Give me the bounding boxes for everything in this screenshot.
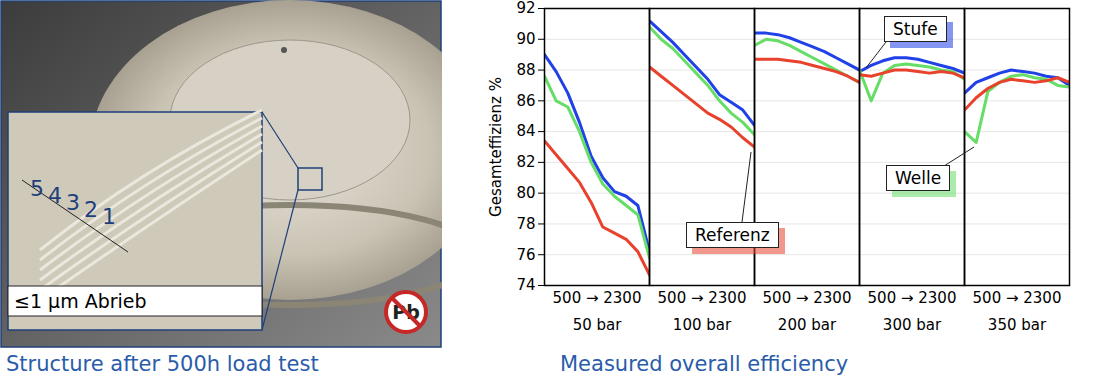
svg-text:78: 78: [516, 215, 535, 233]
svg-text:200 bar: 200 bar: [778, 316, 837, 334]
svg-text:84: 84: [516, 122, 535, 140]
svg-text:300 bar: 300 bar: [883, 316, 942, 334]
svg-text:92: 92: [516, 0, 535, 17]
svg-text:2: 2: [84, 197, 98, 222]
html-text:Structure after 500h load test: Structure after 500h load test: [6, 352, 319, 376]
svg-text:100 bar: 100 bar: [673, 316, 732, 334]
svg-text:350 bar: 350 bar: [988, 316, 1047, 334]
svg-text:Gesamteffizienz %: Gesamteffizienz %: [487, 77, 505, 217]
svg-text:1: 1: [102, 204, 116, 229]
svg-text:Pb: Pb: [392, 301, 420, 323]
svg-text:500 → 2300: 500 → 2300: [763, 289, 852, 307]
svg-text:86: 86: [516, 92, 535, 110]
svg-text:82: 82: [516, 153, 535, 171]
html-text:Welle: Welle: [895, 168, 942, 188]
html-text:Stufe: Stufe: [893, 19, 938, 39]
svg-text:500 → 2300: 500 → 2300: [973, 289, 1062, 307]
svg-text:5: 5: [30, 176, 44, 201]
svg-text:74: 74: [516, 276, 535, 294]
svg-text:500 → 2300: 500 → 2300: [553, 289, 642, 307]
html-text:Referenz: Referenz: [695, 225, 770, 245]
svg-text:500 → 2300: 500 → 2300: [868, 289, 957, 307]
svg-text:500 → 2300: 500 → 2300: [658, 289, 747, 307]
svg-text:4: 4: [48, 183, 62, 208]
svg-text:76: 76: [516, 246, 535, 264]
svg-text:80: 80: [516, 184, 535, 202]
svg-text:3: 3: [66, 190, 80, 215]
svg-text:50 bar: 50 bar: [573, 316, 623, 334]
html-text:Measured overall efficiency: Measured overall efficiency: [560, 352, 849, 376]
svg-text:90: 90: [516, 30, 535, 48]
svg-text:≤1 µm Abrieb: ≤1 µm Abrieb: [14, 290, 147, 312]
svg-text:88: 88: [516, 61, 535, 79]
